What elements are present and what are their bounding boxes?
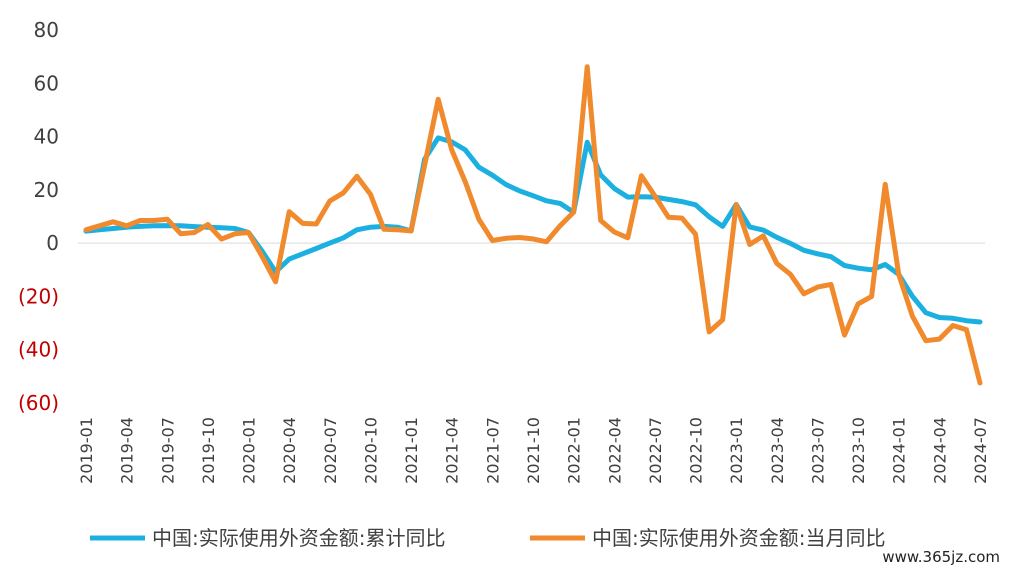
x-tick-label: 2019-10 bbox=[199, 417, 218, 484]
x-tick-label: 2020-01 bbox=[240, 417, 259, 484]
x-tick-label: 2021-04 bbox=[443, 417, 462, 484]
series-layer bbox=[83, 64, 983, 386]
x-tick-label: 2022-01 bbox=[565, 417, 584, 484]
x-tick-label: 2023-10 bbox=[849, 417, 868, 484]
x-tick-label: 2020-10 bbox=[362, 417, 381, 484]
x-tick-label: 2024-01 bbox=[890, 417, 909, 484]
x-tick-label: 2019-01 bbox=[77, 417, 96, 484]
x-tick-label: 2022-07 bbox=[646, 417, 665, 484]
x-tick-label: 2022-10 bbox=[687, 417, 706, 484]
y-tick-label: 60 bbox=[34, 71, 59, 95]
x-tick-label: 2024-04 bbox=[930, 417, 949, 484]
y-axis: 80 60 40 20 0 (20) (40) (60) bbox=[18, 18, 59, 415]
y-tick-label: (60) bbox=[18, 391, 59, 415]
watermark: www.365jz.com bbox=[882, 548, 1000, 566]
x-tick-label: 2021-07 bbox=[483, 417, 502, 484]
y-tick-label: (20) bbox=[18, 284, 59, 308]
x-tick-label: 2023-04 bbox=[768, 417, 787, 484]
series-line-cumulative-yoy bbox=[83, 135, 983, 325]
x-tick-label: 2019-04 bbox=[118, 417, 137, 484]
x-tick-label: 2021-10 bbox=[524, 417, 543, 484]
y-tick-label: (40) bbox=[18, 338, 59, 362]
y-tick-label: 40 bbox=[34, 125, 59, 149]
series-line-monthly-yoy bbox=[83, 64, 983, 386]
y-tick-label: 0 bbox=[46, 231, 59, 255]
legend-label: 中国:实际使用外资金额:累计同比 bbox=[152, 526, 445, 550]
y-tick-label: 80 bbox=[34, 18, 59, 42]
x-axis: 2019-01 2019-04 2019-07 2019-10 2020-01 2020-… bbox=[77, 417, 990, 484]
x-tick-label: 2020-04 bbox=[280, 417, 299, 484]
y-tick-label: 20 bbox=[34, 178, 59, 202]
x-tick-label: 2021-01 bbox=[402, 417, 421, 484]
x-tick-label: 2024-07 bbox=[971, 417, 990, 484]
x-tick-label: 2023-07 bbox=[809, 417, 828, 484]
x-tick-label: 2020-07 bbox=[321, 417, 340, 484]
legend: 中国:实际使用外资金额:累计同比 中国:实际使用外资金额:当月同比 bbox=[90, 526, 885, 550]
x-tick-label: 2022-04 bbox=[605, 417, 624, 484]
x-tick-label: 2023-01 bbox=[727, 417, 746, 484]
legend-label: 中国:实际使用外资金额:当月同比 bbox=[592, 526, 885, 550]
x-tick-label: 2019-07 bbox=[158, 417, 177, 484]
